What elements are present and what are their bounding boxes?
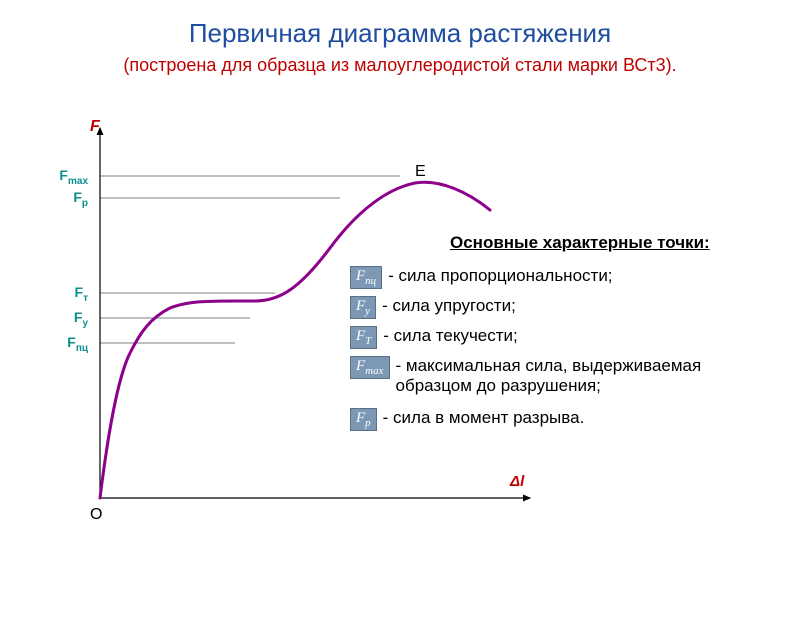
legend-title: Основные характерные точки: (450, 233, 710, 253)
legend-badge-3: Fmax (350, 356, 390, 379)
point-e-label: Е (415, 163, 426, 181)
legend-text-0: - сила пропорциональности; (388, 266, 612, 286)
legend-badge-0: Fпц (350, 266, 382, 289)
legend-row-3: Fmax - максимальная сила, выдерживаемая о… (350, 356, 776, 397)
origin-label: О (90, 506, 102, 524)
x-axis-label: Δl (510, 473, 524, 490)
y-tick-Fp: Fр (28, 189, 88, 209)
chart-area: F Δl О Е Основные характерные точки: Fпц… (0, 118, 800, 558)
legend-text-4: - сила в момент разрыва. (383, 408, 585, 428)
legend-row-2: FT - сила текучести; (350, 326, 518, 349)
legend-text-3: - максимальная сила, выдерживаемая образ… (396, 356, 776, 397)
legend-badge-1: Fу (350, 296, 376, 319)
y-tick-Fy: Fу (28, 309, 88, 329)
legend-row-1: Fу - сила упругости; (350, 296, 516, 319)
page-title: Первичная диаграмма растяжения (0, 18, 800, 49)
y-axis-label: F (90, 118, 100, 136)
legend-badge-2: FT (350, 326, 377, 349)
legend-badge-4: Fp (350, 408, 377, 431)
y-tick-Fmax: Fmax (28, 167, 88, 187)
legend-row-4: Fp - сила в момент разрыва. (350, 408, 584, 431)
legend-text-2: - сила текучести; (383, 326, 517, 346)
legend-text-1: - сила упругости; (382, 296, 516, 316)
y-tick-Ft: Fт (28, 284, 88, 304)
legend-row-0: Fпц - сила пропорциональности; (350, 266, 613, 289)
page-subtitle: (построена для образца из малоуглеродист… (0, 55, 800, 76)
y-tick-Fpc: Fпц (28, 334, 88, 354)
